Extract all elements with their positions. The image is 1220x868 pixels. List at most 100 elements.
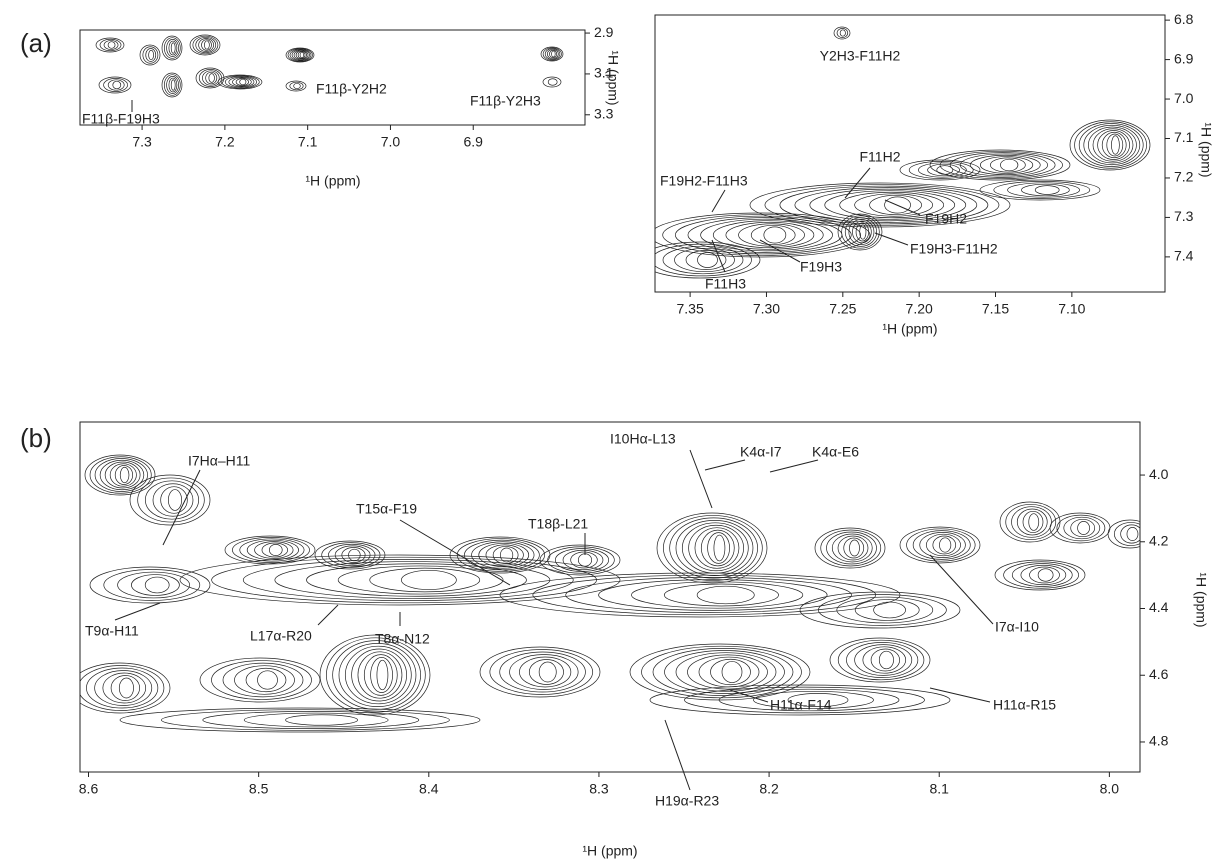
contour (221, 75, 260, 89)
y-axis-label: ¹H (ppm) (1198, 122, 1214, 177)
annotation: F11H3 (705, 276, 746, 292)
contour (1107, 519, 1140, 549)
contour (542, 76, 562, 88)
contour (99, 459, 145, 491)
y-axis-label: ¹H (ppm) (605, 50, 621, 105)
contour (831, 533, 873, 563)
contour (80, 665, 165, 711)
leader-line (844, 167, 871, 199)
annotation: T9α-H11 (85, 623, 139, 639)
x-tick-label: 7.35 (676, 301, 703, 317)
contour (697, 252, 718, 268)
contour (204, 40, 210, 50)
contour (119, 707, 481, 733)
contour (656, 512, 768, 584)
x-tick-label: 7.15 (982, 301, 1009, 317)
contour (718, 688, 900, 712)
contour (293, 82, 301, 90)
leader-line (929, 554, 994, 625)
annotation: F11β-Y2H3 (470, 93, 541, 109)
contour (721, 661, 743, 683)
annotation: F19H3 (800, 259, 842, 275)
contour (1011, 563, 1073, 587)
contour (1106, 133, 1124, 157)
contour (107, 79, 125, 91)
x-tick-label: 8.4 (419, 781, 439, 797)
contour (110, 675, 140, 701)
contour (713, 534, 726, 562)
annotation: I7Hα–H11 (188, 453, 251, 469)
contour (577, 553, 593, 567)
contour (202, 711, 420, 729)
contour (261, 542, 289, 558)
contour (94, 458, 148, 492)
contour (485, 544, 524, 566)
contour (710, 658, 751, 686)
contour (1034, 185, 1060, 195)
contour (979, 156, 1034, 174)
contour-plot (95, 34, 564, 98)
contour (456, 538, 546, 572)
y-tick-label: 6.9 (1174, 50, 1194, 66)
contour (870, 648, 900, 672)
contour (243, 712, 389, 728)
contour (168, 77, 178, 93)
contour (1097, 130, 1130, 160)
contour (859, 224, 867, 240)
contour (269, 544, 283, 556)
contour (528, 659, 564, 685)
contour (562, 549, 604, 571)
contour (235, 78, 249, 86)
y-tick-label: 4.2 (1149, 532, 1169, 548)
contour (499, 651, 586, 693)
contour (357, 651, 403, 699)
contour (547, 78, 558, 86)
contour (179, 554, 621, 606)
contour (170, 42, 176, 54)
leader-line (929, 687, 991, 703)
contour (131, 574, 180, 596)
y-tick-label: 4.6 (1149, 666, 1169, 682)
contour (401, 569, 457, 591)
x-axis-label: ¹H (ppm) (882, 321, 937, 337)
contour (596, 777, 911, 803)
contour (89, 456, 152, 494)
y-tick-label: 7.3 (1174, 208, 1194, 224)
annotation: F11β-Y2H2 (316, 81, 387, 97)
contour (918, 162, 967, 178)
y-tick-label: 7.1 (1174, 129, 1194, 145)
contour (554, 548, 610, 572)
contour (137, 477, 205, 523)
annotation: K4α-E6 (812, 444, 859, 460)
contour (712, 220, 824, 250)
contour (852, 220, 872, 244)
y-tick-label: 7.0 (1174, 90, 1194, 106)
contour (969, 154, 1041, 176)
contour (549, 49, 558, 59)
contour (348, 548, 361, 562)
contour (959, 153, 1049, 177)
contour (306, 563, 527, 597)
contour (1077, 521, 1090, 535)
y-axis-label: ¹H (ppm) (1193, 572, 1209, 627)
contour (188, 782, 301, 799)
x-tick-label: 8.5 (249, 781, 269, 797)
contour (551, 50, 556, 58)
contour (129, 474, 211, 526)
annotation: F19H2 (925, 211, 967, 227)
contour (80, 662, 171, 714)
contour (1101, 131, 1127, 159)
contour (837, 535, 869, 561)
leader-line (711, 239, 726, 273)
contour (753, 690, 874, 710)
contour (890, 778, 1010, 802)
contour (990, 157, 1026, 173)
contour (95, 37, 125, 53)
contour (532, 574, 877, 616)
contour (662, 214, 862, 256)
contour (161, 35, 183, 61)
y-tick-label: 3.1 (594, 65, 614, 81)
annotation: Y2H3-F11H2 (820, 48, 901, 64)
contour (538, 661, 557, 683)
